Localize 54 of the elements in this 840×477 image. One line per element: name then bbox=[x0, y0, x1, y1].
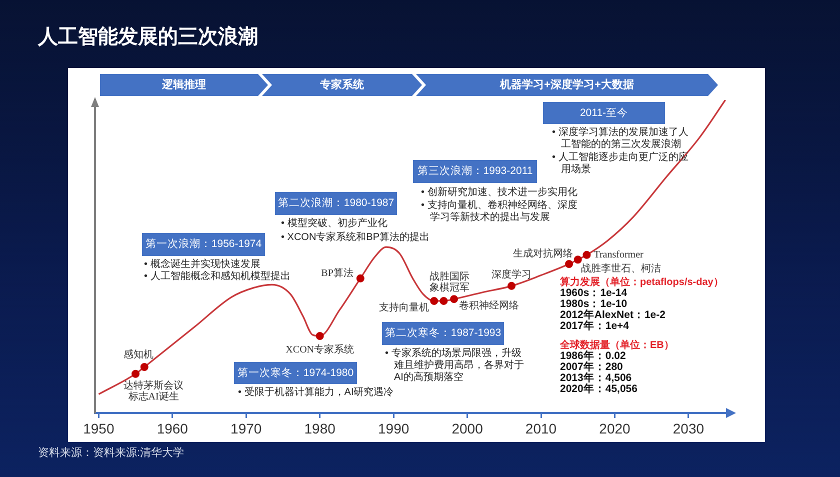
annotation: 生成对抗网络 bbox=[513, 248, 574, 260]
annotation: • 专家系统的场景局限强，升级难且维护费用高昂，各界对于AI的高预期落空 bbox=[385, 348, 525, 384]
annotation: 2012年AlexNet：1e-2 bbox=[560, 309, 666, 321]
text: 资料来源：资料来源:清华大学 bbox=[38, 446, 184, 460]
annotation: • 创新研究加速、技术进一步实用化 bbox=[421, 187, 578, 199]
annotation: Transformer bbox=[594, 250, 644, 261]
point bbox=[574, 256, 582, 264]
point bbox=[508, 282, 516, 290]
point bbox=[450, 295, 458, 304]
x-tick-label: 1990 bbox=[378, 420, 410, 436]
annotation: 达特茅斯会议标志AI诞生 bbox=[124, 380, 184, 402]
x-tick-label: 1950 bbox=[83, 420, 114, 436]
annotation: 卷积神经网络 bbox=[459, 300, 520, 312]
point bbox=[140, 362, 148, 371]
annotation: 全球数据量（单位：EB） bbox=[560, 340, 674, 351]
point bbox=[440, 296, 448, 305]
x-tick-label: 2030 bbox=[672, 420, 704, 436]
annotation: 支持向量机 bbox=[379, 302, 430, 314]
annotation: XCON专家系统 bbox=[286, 344, 354, 356]
chart-title: 人工智能发展的三次浪潮 bbox=[38, 24, 258, 50]
point bbox=[565, 260, 574, 268]
annotation: 算力发展（单位：petaflops/s-day） bbox=[560, 277, 724, 288]
x-tick-label: 2000 bbox=[452, 420, 484, 436]
annotation: 2020年：45,056 bbox=[560, 383, 638, 395]
annotation: 1980s：1e-10 bbox=[560, 298, 628, 310]
annotation: 1986年：0.02 bbox=[560, 350, 626, 362]
annotation: • 模型突破、初步产业化 bbox=[281, 218, 388, 229]
x-tick-label: 1960 bbox=[156, 420, 188, 436]
annotation: 1960s：1e-14 bbox=[560, 287, 628, 299]
annotation: • 受限于机器计算能力，AI研究遇冷 bbox=[238, 387, 395, 399]
point bbox=[356, 274, 364, 282]
annotation: • 支持向量机、卷积神经网络、深度学习等新技术的提出与发展 bbox=[421, 200, 578, 224]
annotation: • XCON专家系统和BP算法的提出 bbox=[281, 232, 431, 244]
annotation: 感知机 bbox=[123, 348, 154, 361]
point bbox=[132, 370, 140, 378]
annotation: 深度学习 bbox=[492, 268, 532, 281]
x-tick-label: 2020 bbox=[599, 420, 631, 436]
x-tick-label: 2010 bbox=[525, 420, 557, 436]
x-tick-label: 1970 bbox=[230, 420, 262, 436]
annotation: 2013年：4,506 bbox=[560, 372, 632, 384]
x-tick-label: 1980 bbox=[304, 420, 336, 436]
annotation: 战胜国际象棋冠军 bbox=[430, 270, 470, 294]
annotation: • 概念诞生并实现快速发展 bbox=[144, 259, 260, 270]
annotation: 战胜李世石、柯洁 bbox=[580, 262, 661, 274]
point bbox=[582, 250, 591, 259]
annotation: • 深度学习算法的发展加速了人工智能的的第三次发展浪潮 bbox=[552, 127, 690, 151]
annotation: BP算法 bbox=[321, 267, 354, 280]
annotation: 2017年：1e+4 bbox=[560, 320, 630, 332]
point bbox=[316, 332, 324, 340]
annotation: • 人工智能概念和感知机模型提出 bbox=[144, 271, 290, 282]
text: 逻辑推理 bbox=[161, 78, 207, 93]
point bbox=[430, 296, 438, 305]
text: 机器学习+深度学习+大数据 bbox=[498, 78, 635, 93]
annotation: 2007年：280 bbox=[560, 361, 623, 373]
